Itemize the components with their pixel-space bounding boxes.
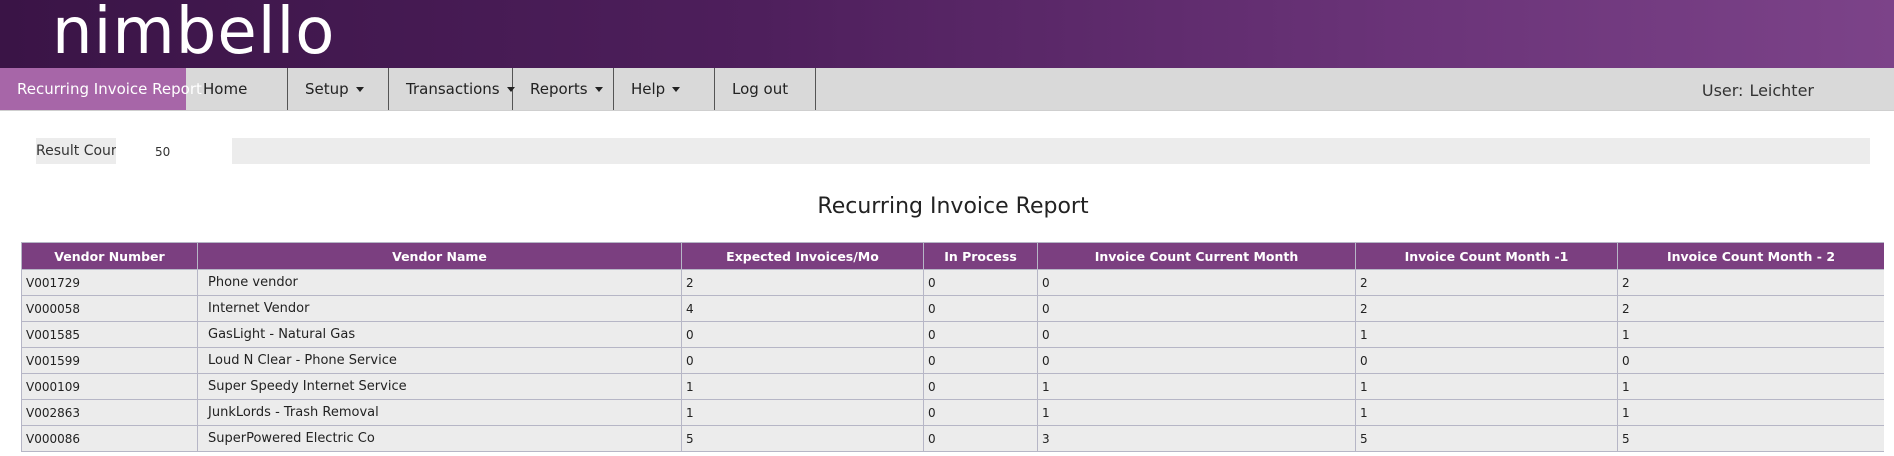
cell-month-2: 2 [1617,269,1884,296]
cell-vendor-name: Super Speedy Internet Service [197,373,682,400]
cell-expected: 1 [681,399,924,426]
app-header: nimbello [0,0,1894,68]
col-vendor-number[interactable]: Vendor Number [21,242,198,270]
caret-down-icon [506,87,515,92]
nav-home-label: Home [203,80,248,98]
cell-in-process: 0 [923,321,1038,348]
table-row[interactable]: V001599 Loud N Clear - Phone Service 0 0… [21,347,1884,374]
caret-down-icon [672,87,681,92]
cell-expected: 0 [681,347,924,374]
nav-reports[interactable]: Reports [513,68,614,110]
cell-vendor-name: Internet Vendor [197,295,682,322]
nav-help[interactable]: Help [614,68,715,110]
col-vendor-name[interactable]: Vendor Name [197,242,682,270]
nav-reports-label: Reports [530,80,588,98]
cell-vendor-number: V001599 [21,347,198,374]
cell-current-month: 1 [1037,373,1356,400]
cell-vendor-name: Loud N Clear - Phone Service [197,347,682,374]
cell-vendor-name: SuperPowered Electric Co [197,425,682,452]
col-in-process[interactable]: In Process [923,242,1038,270]
user-info: User: Leichter [1702,68,1814,110]
cell-current-month: 0 [1037,321,1356,348]
table-header-row: Vendor Number Vendor Name Expected Invoi… [21,242,1884,270]
cell-current-month: 0 [1037,347,1356,374]
nav-logout-label: Log out [732,80,789,98]
cell-month-1: 1 [1355,321,1618,348]
cell-month-1: 2 [1355,295,1618,322]
table-row[interactable]: V001729 Phone vendor 2 0 0 2 2 [21,269,1884,296]
col-expected-invoices[interactable]: Expected Invoices/Mo [681,242,924,270]
nav-transactions[interactable]: Transactions [389,68,515,110]
cell-month-1: 1 [1355,399,1618,426]
result-count-value: 50 [116,138,232,164]
cell-month-1: 2 [1355,269,1618,296]
col-count-current-month[interactable]: Invoice Count Current Month [1037,242,1356,270]
caret-down-icon [594,87,603,92]
result-count-label: Result Count [36,143,126,159]
cell-vendor-number: V000109 [21,373,198,400]
nav-logout[interactable]: Log out [715,68,816,110]
cell-current-month: 0 [1037,295,1356,322]
report-table-container[interactable]: Vendor Number Vendor Name Expected Invoi… [21,242,1884,456]
col-count-month-1[interactable]: Invoice Count Month -1 [1355,242,1618,270]
cell-current-month: 1 [1037,399,1356,426]
cell-vendor-number: V000086 [21,425,198,452]
cell-month-1: 1 [1355,373,1618,400]
cell-month-1: 5 [1355,425,1618,452]
cell-expected: 4 [681,295,924,322]
cell-in-process: 0 [923,295,1038,322]
main-nav: Recurring Invoice Report Home Setup Tran… [0,68,1894,111]
cell-current-month: 0 [1037,269,1356,296]
tab-recurring-invoice-report[interactable]: Recurring Invoice Report [0,68,202,110]
user-label: User: [1701,81,1744,100]
result-count-bar: Result Count 50 [36,138,1870,164]
cell-expected: 5 [681,425,924,452]
table-row[interactable]: V002863 JunkLords - Trash Removal 1 0 1 … [21,399,1884,426]
cell-expected: 1 [681,373,924,400]
col-count-month-2[interactable]: Invoice Count Month - 2 [1617,242,1884,270]
cell-in-process: 0 [923,425,1038,452]
cell-current-month: 3 [1037,425,1356,452]
cell-vendor-number: V002863 [21,399,198,426]
table-row[interactable]: V000109 Super Speedy Internet Service 1 … [21,373,1884,400]
table-row[interactable]: V001585 GasLight - Natural Gas 0 0 0 1 1 [21,321,1884,348]
user-name: Leichter [1749,81,1814,100]
cell-vendor-name: Phone vendor [197,269,682,296]
nav-transactions-label: Transactions [406,80,500,98]
caret-down-icon [355,87,364,92]
cell-month-2: 2 [1617,295,1884,322]
cell-in-process: 0 [923,399,1038,426]
cell-in-process: 0 [923,269,1038,296]
cell-expected: 2 [681,269,924,296]
cell-month-2: 1 [1617,399,1884,426]
cell-vendor-number: V001729 [21,269,198,296]
nav-help-label: Help [631,80,666,98]
cell-in-process: 0 [923,373,1038,400]
table-row[interactable]: V000086 SuperPowered Electric Co 5 0 3 5… [21,425,1884,452]
cell-month-1: 0 [1355,347,1618,374]
cell-month-2: 1 [1617,373,1884,400]
report-table: Vendor Number Vendor Name Expected Invoi… [21,242,1884,452]
cell-in-process: 0 [923,347,1038,374]
cell-month-2: 5 [1617,425,1884,452]
table-row[interactable]: V000058 Internet Vendor 4 0 0 2 2 [21,295,1884,322]
nimbello-logo[interactable]: nimbello [52,0,336,69]
cell-vendor-name: GasLight - Natural Gas [197,321,682,348]
nav-home[interactable]: Home [186,68,288,110]
cell-month-2: 0 [1617,347,1884,374]
cell-month-2: 1 [1617,321,1884,348]
cell-vendor-name: JunkLords - Trash Removal [197,399,682,426]
report-title: Recurring Invoice Report [817,194,1089,219]
nav-setup[interactable]: Setup [288,68,389,110]
cell-expected: 0 [681,321,924,348]
cell-vendor-number: V000058 [21,295,198,322]
cell-vendor-number: V001585 [21,321,198,348]
nav-setup-label: Setup [305,80,349,98]
